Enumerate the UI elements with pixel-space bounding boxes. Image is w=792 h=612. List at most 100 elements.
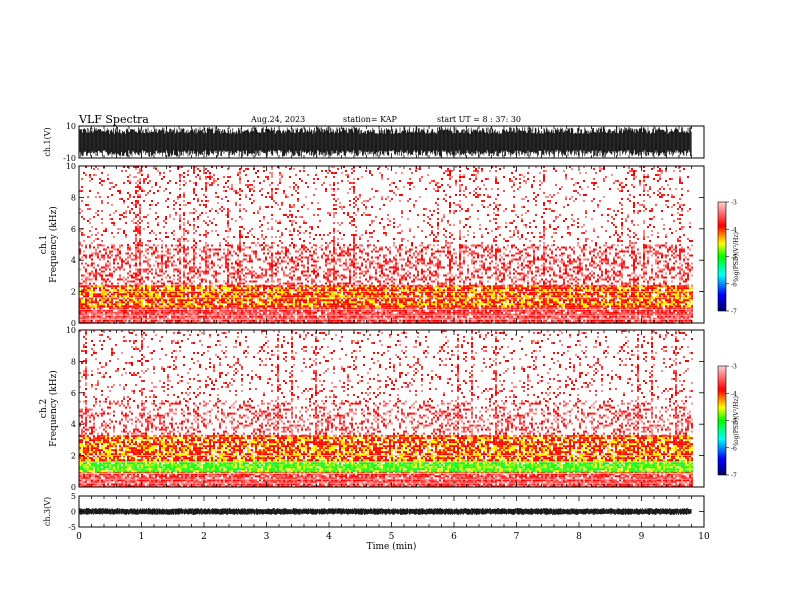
spectrogram-cell	[215, 271, 217, 273]
spectrogram-cell	[307, 316, 309, 318]
spectrogram-cell	[233, 316, 235, 318]
spectrogram-cell	[83, 255, 85, 257]
spectrogram-cell	[325, 277, 327, 279]
spectrogram-cell	[357, 305, 359, 307]
spectrogram-cell	[289, 206, 291, 208]
spectrogram-cell	[157, 305, 159, 307]
spectrogram-cell	[95, 271, 97, 273]
spectrogram-cell	[335, 261, 337, 263]
spectrogram-cell	[291, 238, 293, 240]
spectrogram-cell	[183, 240, 185, 242]
spectrogram-cell	[251, 228, 253, 230]
spectrogram-cell	[193, 299, 195, 301]
spectrogram-cell	[295, 295, 297, 297]
spectrogram-cell	[263, 287, 265, 289]
spectrogram-cell	[241, 287, 243, 289]
spectrogram-cell	[289, 289, 291, 291]
spectrogram-cell	[215, 312, 217, 314]
spectrogram-cell	[139, 172, 141, 174]
spectrogram-cell	[303, 316, 305, 318]
spectrogram-cell	[137, 279, 139, 281]
spectrogram-cell	[317, 320, 319, 322]
spectrogram-cell	[355, 316, 357, 318]
spectrogram-cell	[223, 281, 225, 283]
spectrogram-cell	[287, 196, 289, 198]
spectrogram-cell	[297, 257, 299, 259]
spectrogram-cell	[193, 312, 195, 314]
spectrogram-cell	[117, 303, 119, 305]
spectrogram-cell	[115, 299, 117, 301]
spectrogram-cell	[189, 285, 191, 287]
spectrogram-cell	[195, 299, 197, 301]
spectrogram-cell	[241, 218, 243, 220]
spectrogram-cell	[173, 289, 175, 291]
spectrogram-cell	[217, 273, 219, 275]
spectrogram-cell	[277, 312, 279, 314]
spectrogram-cell	[355, 312, 357, 314]
spectrogram-cell	[183, 247, 185, 249]
spectrogram-cell	[173, 320, 175, 322]
spectrogram-cell	[111, 251, 113, 253]
spectrogram-cell	[269, 184, 271, 186]
spectrogram-cell	[255, 320, 257, 322]
spectrogram-cell	[353, 257, 355, 259]
spectrogram-cell	[125, 285, 127, 287]
spectrogram-cell	[213, 218, 215, 220]
spectrogram-cell	[227, 277, 229, 279]
spectrogram-cell	[105, 279, 107, 281]
spectrogram-cell	[103, 281, 105, 283]
spectrogram-cell	[133, 303, 135, 305]
spectrogram-cell	[309, 226, 311, 228]
spectrogram-cell	[327, 293, 329, 295]
spectrogram-cell	[239, 316, 241, 318]
spectrogram-cell	[89, 301, 91, 303]
spectrogram-cell	[145, 249, 147, 251]
spectrogram-cell	[207, 249, 209, 251]
spectrogram-cell	[139, 170, 141, 172]
spectrogram-cell	[259, 320, 261, 322]
spectrogram-cell	[145, 277, 147, 279]
spectrogram-cell	[287, 275, 289, 277]
spectrogram-cell	[93, 289, 95, 291]
spectrogram-cell	[149, 247, 151, 249]
spectrogram-cell	[337, 316, 339, 318]
spectrogram-cell	[351, 320, 353, 322]
spectrogram-cell	[127, 281, 129, 283]
spectrogram-cell	[149, 316, 151, 318]
spectrogram-cell	[183, 232, 185, 234]
spectrogram-cell	[347, 251, 349, 253]
spectrogram-cell	[295, 265, 297, 267]
spectrogram-cell	[311, 271, 313, 273]
spectrogram-cell	[85, 287, 87, 289]
spectrogram-cell	[225, 259, 227, 261]
spectrogram-cell	[271, 301, 273, 303]
spectrogram-cell	[107, 305, 109, 307]
spectrogram-cell	[145, 287, 147, 289]
spectrogram-cell	[311, 259, 313, 261]
spectrogram-cell	[261, 273, 263, 275]
spectrogram-cell	[231, 188, 233, 190]
spectrogram-cell	[297, 265, 299, 267]
spectrogram-cell	[311, 228, 313, 230]
spectrogram-cell	[227, 216, 229, 218]
spectrogram-cell	[351, 312, 353, 314]
spectrogram-cell	[349, 216, 351, 218]
spectrogram-cell	[207, 271, 209, 273]
spectrogram-cell	[345, 261, 347, 263]
spectrogram-cell	[111, 204, 113, 206]
spectrogram-cell	[317, 269, 319, 271]
spectrogram-cell	[213, 320, 215, 322]
spectrogram-cell	[83, 293, 85, 295]
spectrogram-cell	[185, 253, 187, 255]
spectrogram-cell	[191, 212, 193, 214]
spectrogram-cell	[157, 316, 159, 318]
spectrogram-cell	[143, 190, 145, 192]
spectrogram-cell	[239, 303, 241, 305]
spectrogram-cell	[125, 216, 127, 218]
spectrogram-cell	[359, 194, 361, 196]
spectrogram-cell	[139, 299, 141, 301]
spectrogram-cell	[233, 236, 235, 238]
spectrogram-cell	[119, 279, 121, 281]
spectrogram-cell	[235, 192, 237, 194]
spectrogram-cell	[291, 287, 293, 289]
